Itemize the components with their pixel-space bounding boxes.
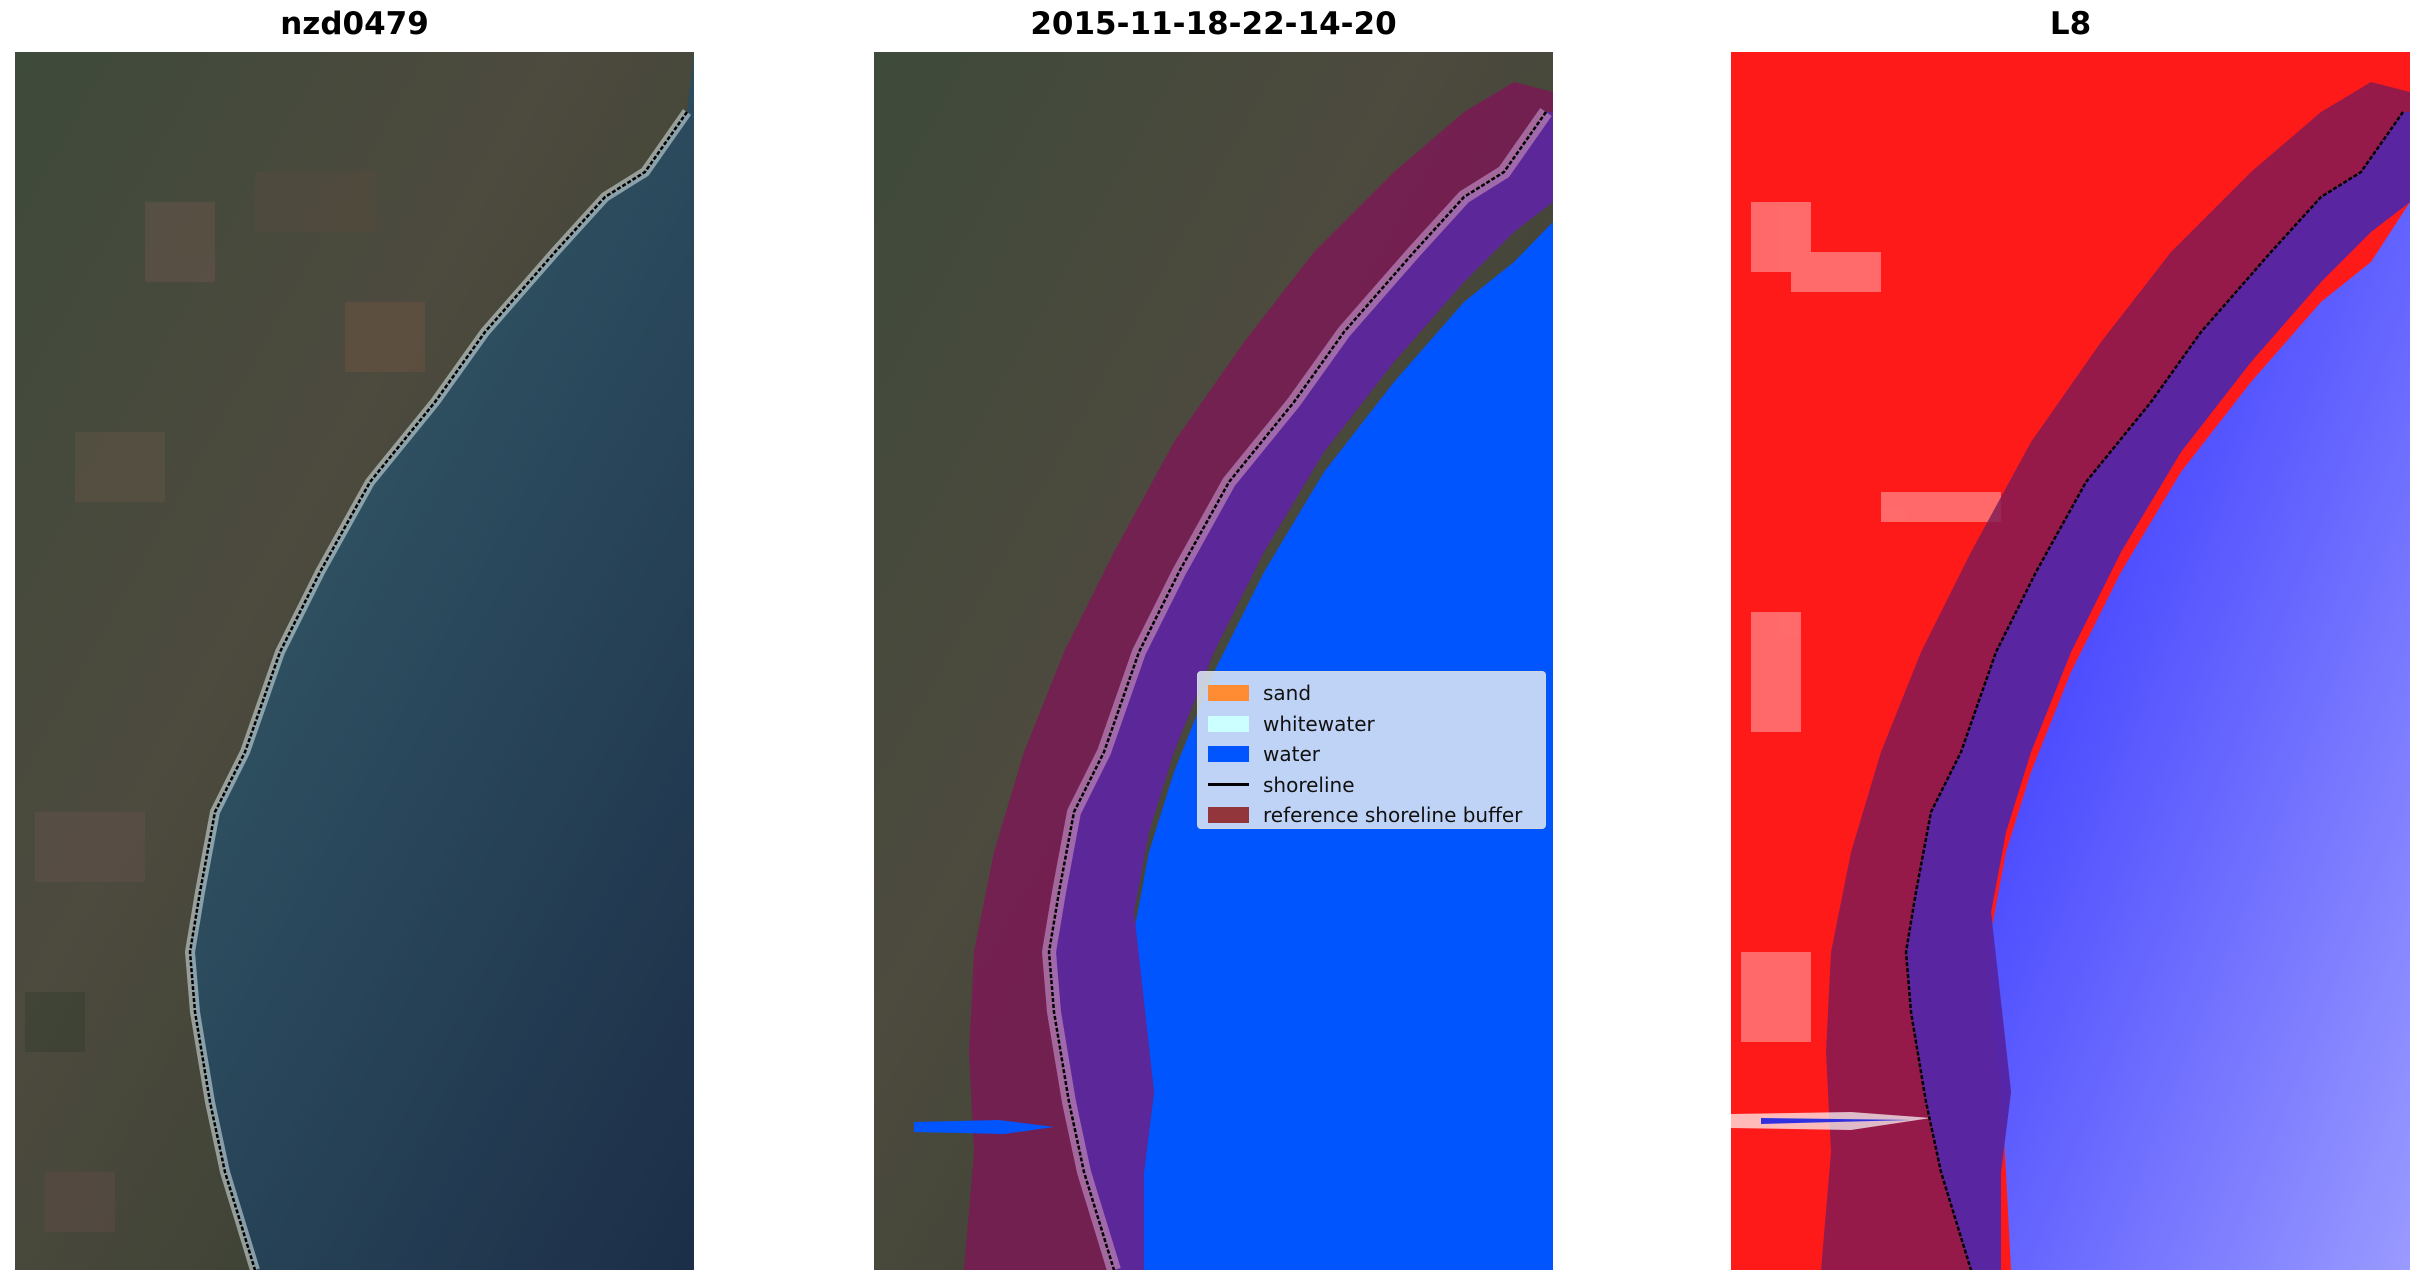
legend-label: sand — [1263, 681, 1312, 706]
legend-label: water — [1263, 742, 1320, 767]
panel-title-date: 2015-11-18-22-14-20 — [1030, 6, 1397, 42]
legend-item-whitewater: whitewater — [1208, 709, 1545, 740]
classified-image — [874, 52, 1553, 1270]
panel-title-image: nzd0479 — [280, 6, 429, 42]
legend-swatch — [1208, 746, 1249, 763]
legend-line — [1208, 783, 1249, 787]
index-image — [1731, 52, 2410, 1270]
panel-title-satellite: L8 — [2049, 6, 2092, 42]
legend-label: reference shoreline buffer — [1263, 803, 1523, 828]
legend-item-water: water — [1208, 739, 1545, 770]
legend-swatch — [1208, 685, 1249, 702]
legend-swatch — [1208, 715, 1249, 732]
legend: sand whitewater water shoreline referenc… — [1197, 671, 1546, 829]
legend-item-sand: sand — [1208, 678, 1545, 709]
rgb-image-panel — [15, 52, 694, 1270]
shoreline-line — [1904, 111, 2405, 1270]
classified-image-panel — [874, 52, 1553, 1270]
legend-swatch — [1208, 807, 1249, 824]
shoreline-line — [188, 111, 689, 1270]
legend-item-buffer: reference shoreline buffer — [1208, 800, 1545, 831]
legend-item-shoreline: shoreline — [1208, 770, 1545, 801]
shoreline-line — [1047, 111, 1548, 1270]
index-image-panel — [1731, 52, 2410, 1270]
rgb-image — [15, 52, 694, 1270]
legend-label: whitewater — [1263, 711, 1375, 736]
legend-label: shoreline — [1263, 772, 1355, 797]
